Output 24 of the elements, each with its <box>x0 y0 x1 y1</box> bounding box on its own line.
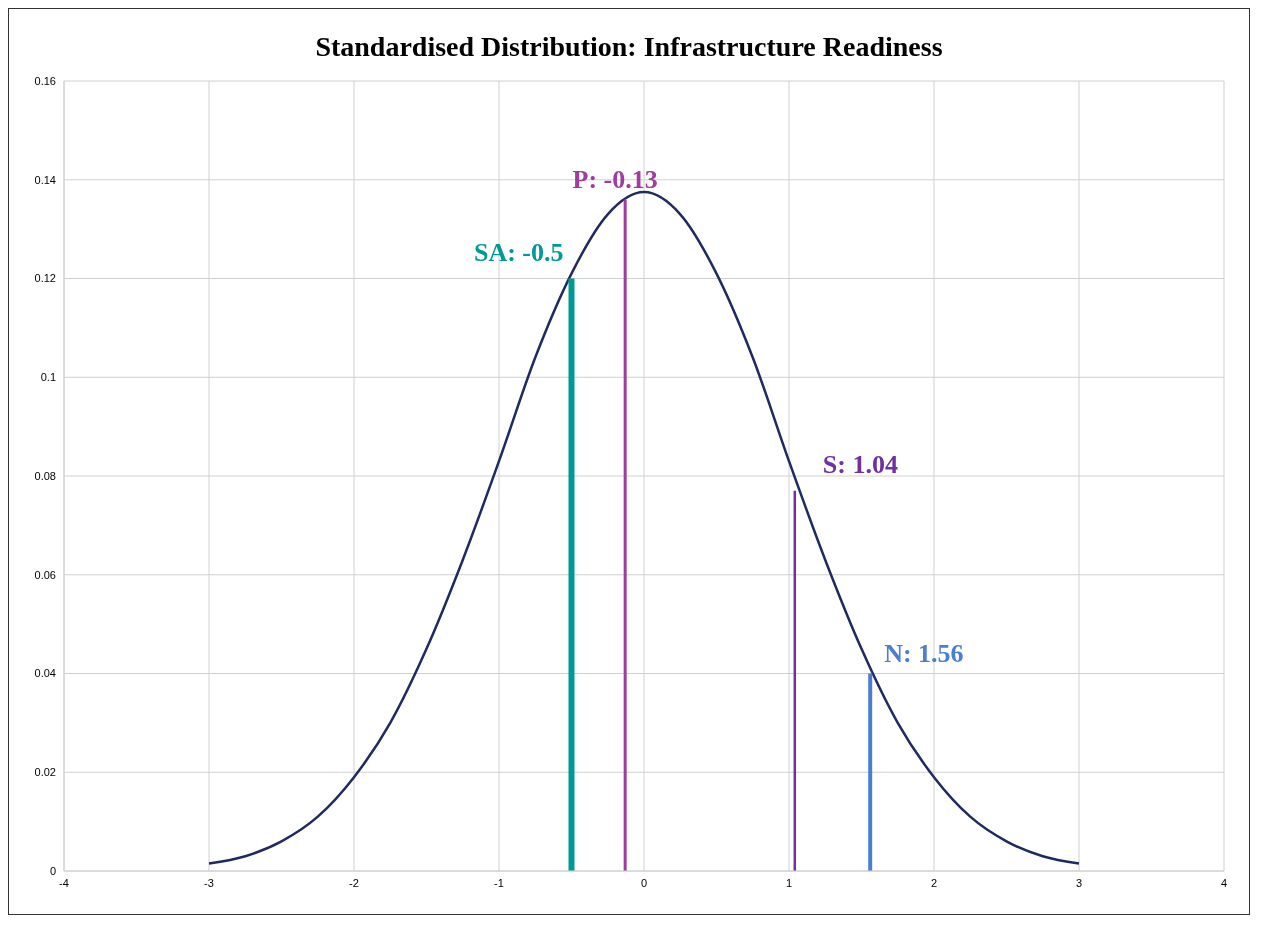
x-tick-label: -2 <box>349 876 359 889</box>
series-label: P: -0.13 <box>572 164 658 194</box>
x-tick-label: -3 <box>204 876 214 889</box>
y-tick-label: 0.16 <box>34 74 56 87</box>
series-label: SA: -0.5 <box>473 237 564 267</box>
y-tick-label: 0.04 <box>34 667 56 680</box>
y-tick-label: 0.06 <box>34 568 56 581</box>
y-tick-label: 0.14 <box>34 173 56 186</box>
series-label: N: 1.56 <box>884 638 964 668</box>
x-tick-label: 0 <box>640 876 648 889</box>
chart-title: Standardised Distribution: Infrastructure Readiness <box>314 31 944 64</box>
line-series <box>207 190 1081 865</box>
y-tick-label: 0 <box>49 864 56 877</box>
y-tick-label: 0.12 <box>34 272 56 285</box>
x-tick-label: 1 <box>785 876 793 889</box>
x-tick-label: -4 <box>59 876 69 889</box>
x-tick-label: 3 <box>1075 876 1083 889</box>
x-tick-label: 2 <box>930 876 938 889</box>
y-tick-label: 0.02 <box>34 766 56 779</box>
y-tick-label: 0.08 <box>34 469 56 482</box>
x-tick-label: -1 <box>494 876 504 889</box>
x-tick-label: 4 <box>1220 876 1228 889</box>
series-label: S: 1.04 <box>822 449 898 479</box>
y-tick-label: 0.1 <box>40 371 56 384</box>
